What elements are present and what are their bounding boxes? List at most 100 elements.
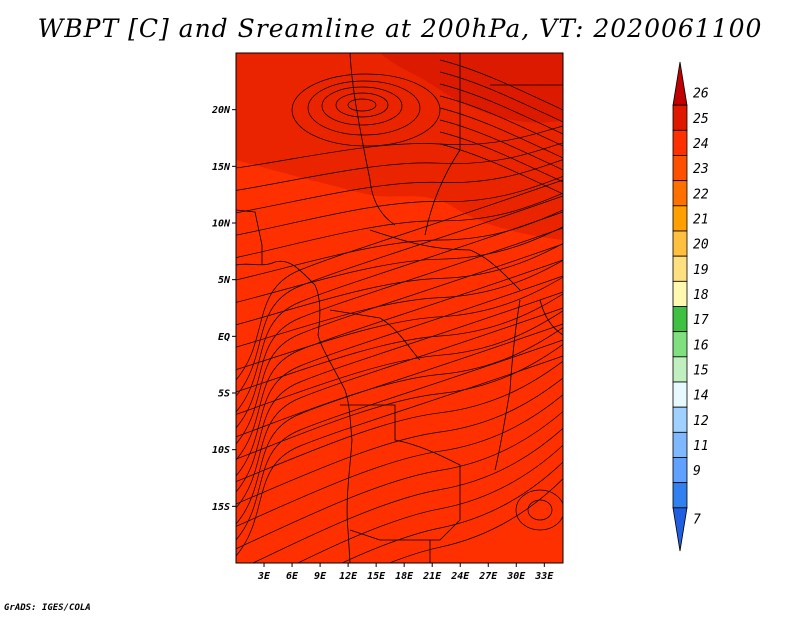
streamline <box>236 323 563 525</box>
wbpt-warm-region-top <box>380 53 563 123</box>
colorbar-segment <box>672 255 688 282</box>
colorbar-label: 18 <box>693 288 709 303</box>
colorbar-label: 11 <box>693 439 709 454</box>
streamline <box>439 131 563 183</box>
streamline-loop <box>307 80 421 136</box>
lon-tick-label: 6E <box>286 571 299 582</box>
colorbar-top-arrow <box>672 61 688 106</box>
lat-tick-label: 10N <box>212 219 231 230</box>
streamline <box>236 377 563 505</box>
longitude-axis: 3E 6E 9E 12E 15E 18E 21E 24E 27E 30E 33E <box>257 563 554 582</box>
streamline <box>236 142 563 191</box>
lon-tick-label: 12E <box>339 571 358 582</box>
streamline <box>296 444 563 563</box>
streamline <box>236 176 563 236</box>
colorbar-segment <box>672 406 688 433</box>
colorbar-segment <box>672 205 688 232</box>
lon-tick-label: 15E <box>367 571 386 582</box>
streamline <box>236 192 563 258</box>
colorbar-segment <box>672 306 688 333</box>
lat-tick-label: 20N <box>211 105 231 116</box>
streamline <box>236 275 563 477</box>
streamline <box>236 360 563 482</box>
lon-tick-label: 9E <box>314 571 327 582</box>
streamline <box>236 310 563 415</box>
streamline-loop <box>321 86 403 126</box>
streamline-loop <box>347 98 377 112</box>
lon-tick-label: 33E <box>534 571 554 582</box>
colorbar-segment <box>672 431 688 458</box>
streamline <box>236 344 563 460</box>
streamlines <box>236 59 563 563</box>
colorbar-label: 22 <box>693 187 709 202</box>
colorbar: 26 25 24 23 22 21 20 19 18 17 16 15 14 12 11 9 7 <box>672 61 709 552</box>
streamline <box>439 83 563 135</box>
streamline <box>236 179 563 381</box>
colorbar-segment <box>672 457 688 484</box>
streamline <box>236 355 563 557</box>
lon-tick-label: 30E <box>506 571 526 582</box>
streamline <box>236 211 563 413</box>
colorbar-label: 17 <box>693 313 709 328</box>
colorbar-label: 24 <box>693 137 709 152</box>
colorbar-segment <box>672 331 688 358</box>
colorbar-segment <box>672 482 688 509</box>
lat-tick-label: 15N <box>212 162 231 173</box>
streamline <box>236 307 563 509</box>
streamline <box>341 461 563 563</box>
streamline <box>236 327 563 438</box>
lon-tick-label: 24E <box>450 571 470 582</box>
colorbar-label: 16 <box>693 338 709 353</box>
streamline <box>439 71 563 123</box>
colorbar-label: 26 <box>693 87 709 102</box>
colorbar-label: 20 <box>693 238 709 253</box>
border-line <box>494 299 521 471</box>
border-line <box>340 404 461 541</box>
lat-tick-label: 10S <box>212 445 230 456</box>
streamline-loop <box>335 92 389 118</box>
streamline <box>236 293 563 393</box>
streamline <box>236 243 563 326</box>
lat-tick-label: EQ <box>218 332 230 343</box>
coastline <box>236 260 353 563</box>
streamline <box>236 125 563 169</box>
border-line <box>539 299 563 336</box>
streamline <box>439 59 563 111</box>
streamline <box>236 227 563 429</box>
colorbar-label: 21 <box>693 212 709 227</box>
colorbar-segment <box>672 356 688 383</box>
colorbar-label: 7 <box>693 512 701 527</box>
lon-tick-label: 3E <box>257 571 271 582</box>
colorbar-label: 12 <box>693 414 709 429</box>
streamline <box>236 195 563 397</box>
streamline-loop <box>515 489 563 531</box>
colorbar-segment <box>672 155 688 182</box>
map-frame <box>235 52 564 564</box>
colorbar-bottom-arrow <box>672 507 688 552</box>
colorbar-segment <box>672 280 688 307</box>
streamline <box>236 159 563 214</box>
lat-tick-label: 5N <box>218 275 231 286</box>
streamline <box>236 259 563 461</box>
lon-tick-label: 18E <box>395 571 414 582</box>
lon-tick-label: 27E <box>478 571 498 582</box>
colorbar-segment <box>672 104 688 131</box>
streamline <box>236 394 563 527</box>
streamline <box>236 276 563 370</box>
colorbar-label: 19 <box>693 263 709 278</box>
lat-tick-label: 5S <box>218 389 230 400</box>
latitude-axis: 20N 15N 10N 5N EQ 5S 10S 15S <box>211 105 236 513</box>
streamline <box>236 226 563 303</box>
streamline <box>236 291 563 493</box>
colorbar-segment <box>672 230 688 257</box>
border-line <box>329 309 421 361</box>
streamline <box>252 428 563 563</box>
colorbar-label: 23 <box>693 162 709 177</box>
streamline <box>236 411 563 550</box>
chart-title: WBPT [C] and Sreamline at 200hPa, VT: 20… <box>37 14 763 43</box>
colorbar-label: 9 <box>693 464 701 479</box>
streamline <box>439 119 563 171</box>
streamline <box>388 478 563 563</box>
streamline <box>439 143 563 195</box>
border-line <box>369 229 521 291</box>
